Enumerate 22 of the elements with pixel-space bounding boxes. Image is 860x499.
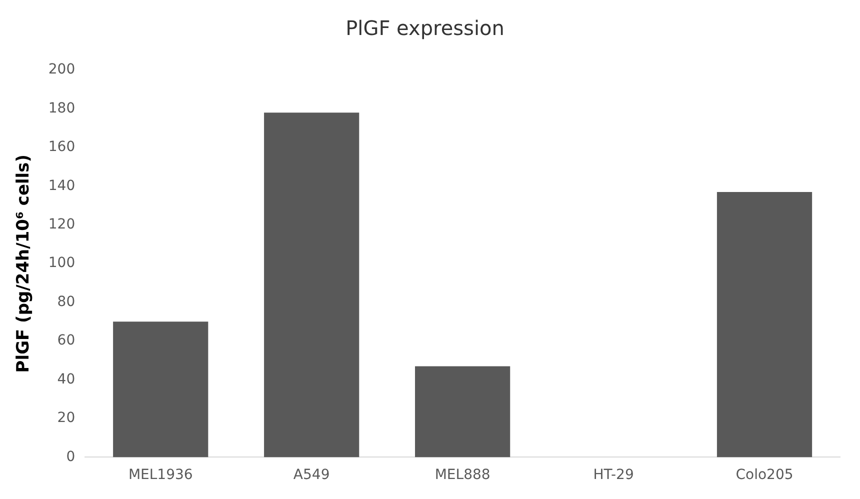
y-tick-label: 120 [48, 216, 76, 233]
bar [264, 112, 360, 458]
y-tick-label: 180 [48, 100, 76, 116]
chart-title: PlGF expression [346, 16, 504, 40]
x-tick-label: MEL1936 [128, 467, 193, 484]
y-tick-label: 200 [48, 62, 76, 78]
y-axis-title: PlGF (pg/24h/10⁶ cells) [14, 154, 34, 373]
x-tick-label: A549 [293, 467, 330, 484]
bar [716, 192, 812, 458]
x-tick-label: Colo205 [736, 467, 794, 484]
bar [415, 366, 510, 458]
x-tick-label: MEL888 [434, 467, 490, 484]
y-tick-label: 0 [66, 448, 76, 465]
y-tick-label: 20 [57, 410, 76, 426]
y-tick-label: 80 [57, 294, 76, 310]
bar [113, 322, 208, 458]
y-tick-label: 100 [48, 255, 76, 272]
y-tick-label: 160 [48, 139, 76, 156]
y-tick-label: 140 [48, 178, 76, 194]
y-tick-label: 40 [57, 371, 76, 388]
x-tick-label: HT-29 [593, 467, 634, 484]
y-tick-label: 60 [57, 332, 76, 349]
